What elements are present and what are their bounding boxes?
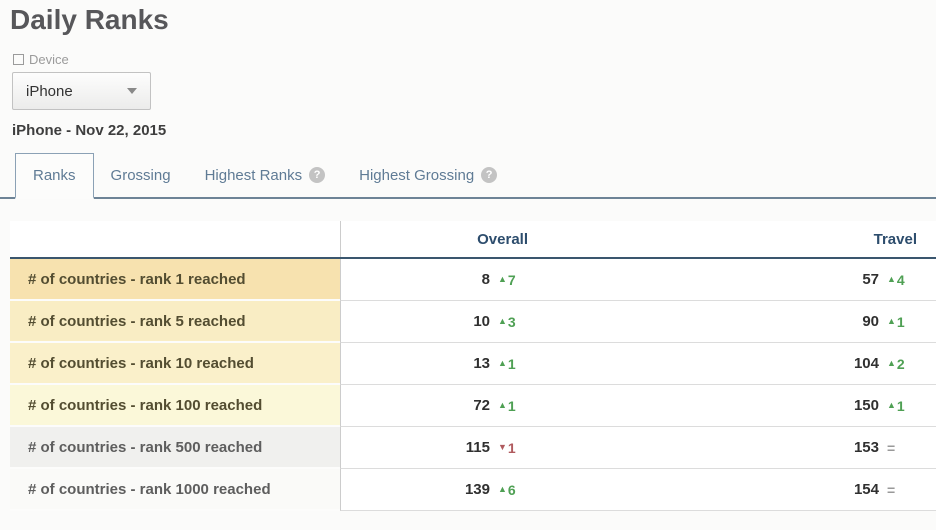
- rank-count: 57: [862, 271, 879, 288]
- label-column-header: [10, 221, 340, 257]
- travel-value-cell: 154 =: [536, 469, 936, 511]
- up-triangle-icon: ▲: [498, 316, 507, 326]
- rank-change-up: ▲ 1: [887, 397, 905, 414]
- tab-ranks[interactable]: Ranks: [15, 153, 94, 199]
- rank-count: 104: [853, 355, 879, 372]
- rank-count: 154: [853, 481, 879, 498]
- table-row: # of countries - rank 100 reached 72 ▲ 1 150…: [10, 385, 936, 427]
- row-label: # of countries - rank 5 reached: [10, 301, 340, 343]
- device-dropdown[interactable]: iPhone: [12, 72, 151, 110]
- rank-count: 8: [481, 271, 490, 288]
- up-triangle-icon: ▲: [498, 274, 507, 284]
- up-triangle-icon: ▲: [498, 484, 507, 494]
- row-label: # of countries - rank 1 reached: [10, 259, 340, 301]
- device-filter-label: Device: [13, 52, 936, 67]
- rank-change-down: ▼ 1: [498, 439, 516, 456]
- help-icon[interactable]: ?: [309, 167, 326, 183]
- rank-change-up: ▲ 1: [498, 397, 516, 414]
- rank-count: 139: [464, 481, 490, 498]
- rank-change-up: ▲ 4: [887, 271, 905, 288]
- travel-value-cell: 90 ▲ 1: [536, 301, 936, 343]
- travel-column-header: Travel: [873, 230, 917, 248]
- up-triangle-icon: ▲: [887, 316, 896, 326]
- rank-change-same: =: [887, 439, 896, 456]
- up-triangle-icon: ▲: [887, 400, 896, 410]
- tab-highest-ranks[interactable]: Highest Ranks?: [188, 153, 343, 197]
- table-row: # of countries - rank 500 reached 115 ▼ 1 15…: [10, 427, 936, 469]
- rank-change-up: ▲ 3: [498, 313, 516, 330]
- device-dropdown-selected: iPhone: [26, 82, 73, 100]
- tab-label: Ranks: [33, 167, 76, 184]
- rank-count: 150: [853, 397, 879, 414]
- overall-value-cell: 72 ▲ 1: [340, 385, 536, 427]
- overall-value-cell: 13 ▲ 1: [340, 343, 536, 385]
- down-triangle-icon: ▼: [498, 442, 507, 452]
- page-title: Daily Ranks: [10, 4, 169, 35]
- rank-change-same: =: [887, 481, 896, 498]
- table-header-row: Overall Travel: [10, 221, 936, 259]
- travel-value-cell: 57 ▲ 4: [536, 259, 936, 301]
- row-label: # of countries - rank 1000 reached: [10, 469, 340, 511]
- travel-value-cell: 153 =: [536, 427, 936, 469]
- rank-count: 72: [473, 397, 490, 414]
- rank-change-up: ▲ 1: [498, 355, 516, 372]
- rank-change-up: ▲ 2: [887, 355, 905, 372]
- device-filter-label-text: Device: [29, 52, 69, 67]
- overall-column-header: Overall: [340, 221, 536, 257]
- table-row: # of countries - rank 1 reached 8 ▲ 7 57 ▲ 4: [10, 259, 936, 301]
- tab-grossing[interactable]: Grossing: [94, 153, 188, 197]
- table-row: # of countries - rank 10 reached 13 ▲ 1 104 ▲…: [10, 343, 936, 385]
- up-triangle-icon: ▲: [887, 274, 896, 284]
- overall-value-cell: 8 ▲ 7: [340, 259, 536, 301]
- up-triangle-icon: ▲: [498, 400, 507, 410]
- rank-change-up: ▲ 7: [498, 271, 516, 288]
- overall-value-cell: 139 ▲ 6: [340, 469, 536, 511]
- report-subtitle: iPhone - Nov 22, 2015: [12, 122, 167, 139]
- table-row: # of countries - rank 1000 reached 139 ▲ 6 1…: [10, 469, 936, 511]
- row-label: # of countries - rank 500 reached: [10, 427, 340, 469]
- up-triangle-icon: ▲: [887, 358, 896, 368]
- rank-count: 153: [853, 439, 879, 456]
- rank-change-up: ▲ 1: [887, 313, 905, 330]
- rank-count: 90: [862, 313, 879, 330]
- overall-value-cell: 115 ▼ 1: [340, 427, 536, 469]
- chevron-down-icon: [127, 88, 137, 94]
- rank-count: 13: [473, 355, 490, 372]
- overall-value-cell: 10 ▲ 3: [340, 301, 536, 343]
- tab-label: Grossing: [110, 166, 171, 184]
- daily-ranks-table: Overall Travel # of countries - rank 1 r…: [10, 221, 936, 511]
- rank-count: 115: [465, 439, 490, 456]
- tab-highest-grossing[interactable]: Highest Grossing?: [342, 153, 514, 197]
- travel-value-cell: 150 ▲ 1: [536, 385, 936, 427]
- rank-change-up: ▲ 6: [498, 481, 516, 498]
- tab-label: Highest Grossing: [359, 166, 475, 184]
- table-body: # of countries - rank 1 reached 8 ▲ 7 57 ▲ 4 # …: [10, 259, 936, 511]
- tab-bar: Ranks Grossing Highest Ranks? Highest Gross…: [0, 153, 936, 199]
- device-checkbox-icon: [13, 54, 24, 65]
- table-row: # of countries - rank 5 reached 10 ▲ 3 90 ▲ 1: [10, 301, 936, 343]
- travel-value-cell: 104 ▲ 2: [536, 343, 936, 385]
- help-icon[interactable]: ?: [481, 167, 498, 183]
- device-filter: Device iPhone: [12, 52, 936, 110]
- row-label: # of countries - rank 100 reached: [10, 385, 340, 427]
- row-label: # of countries - rank 10 reached: [10, 343, 340, 385]
- up-triangle-icon: ▲: [498, 358, 507, 368]
- tab-label: Highest Ranks: [204, 166, 303, 184]
- rank-count: 10: [473, 313, 490, 330]
